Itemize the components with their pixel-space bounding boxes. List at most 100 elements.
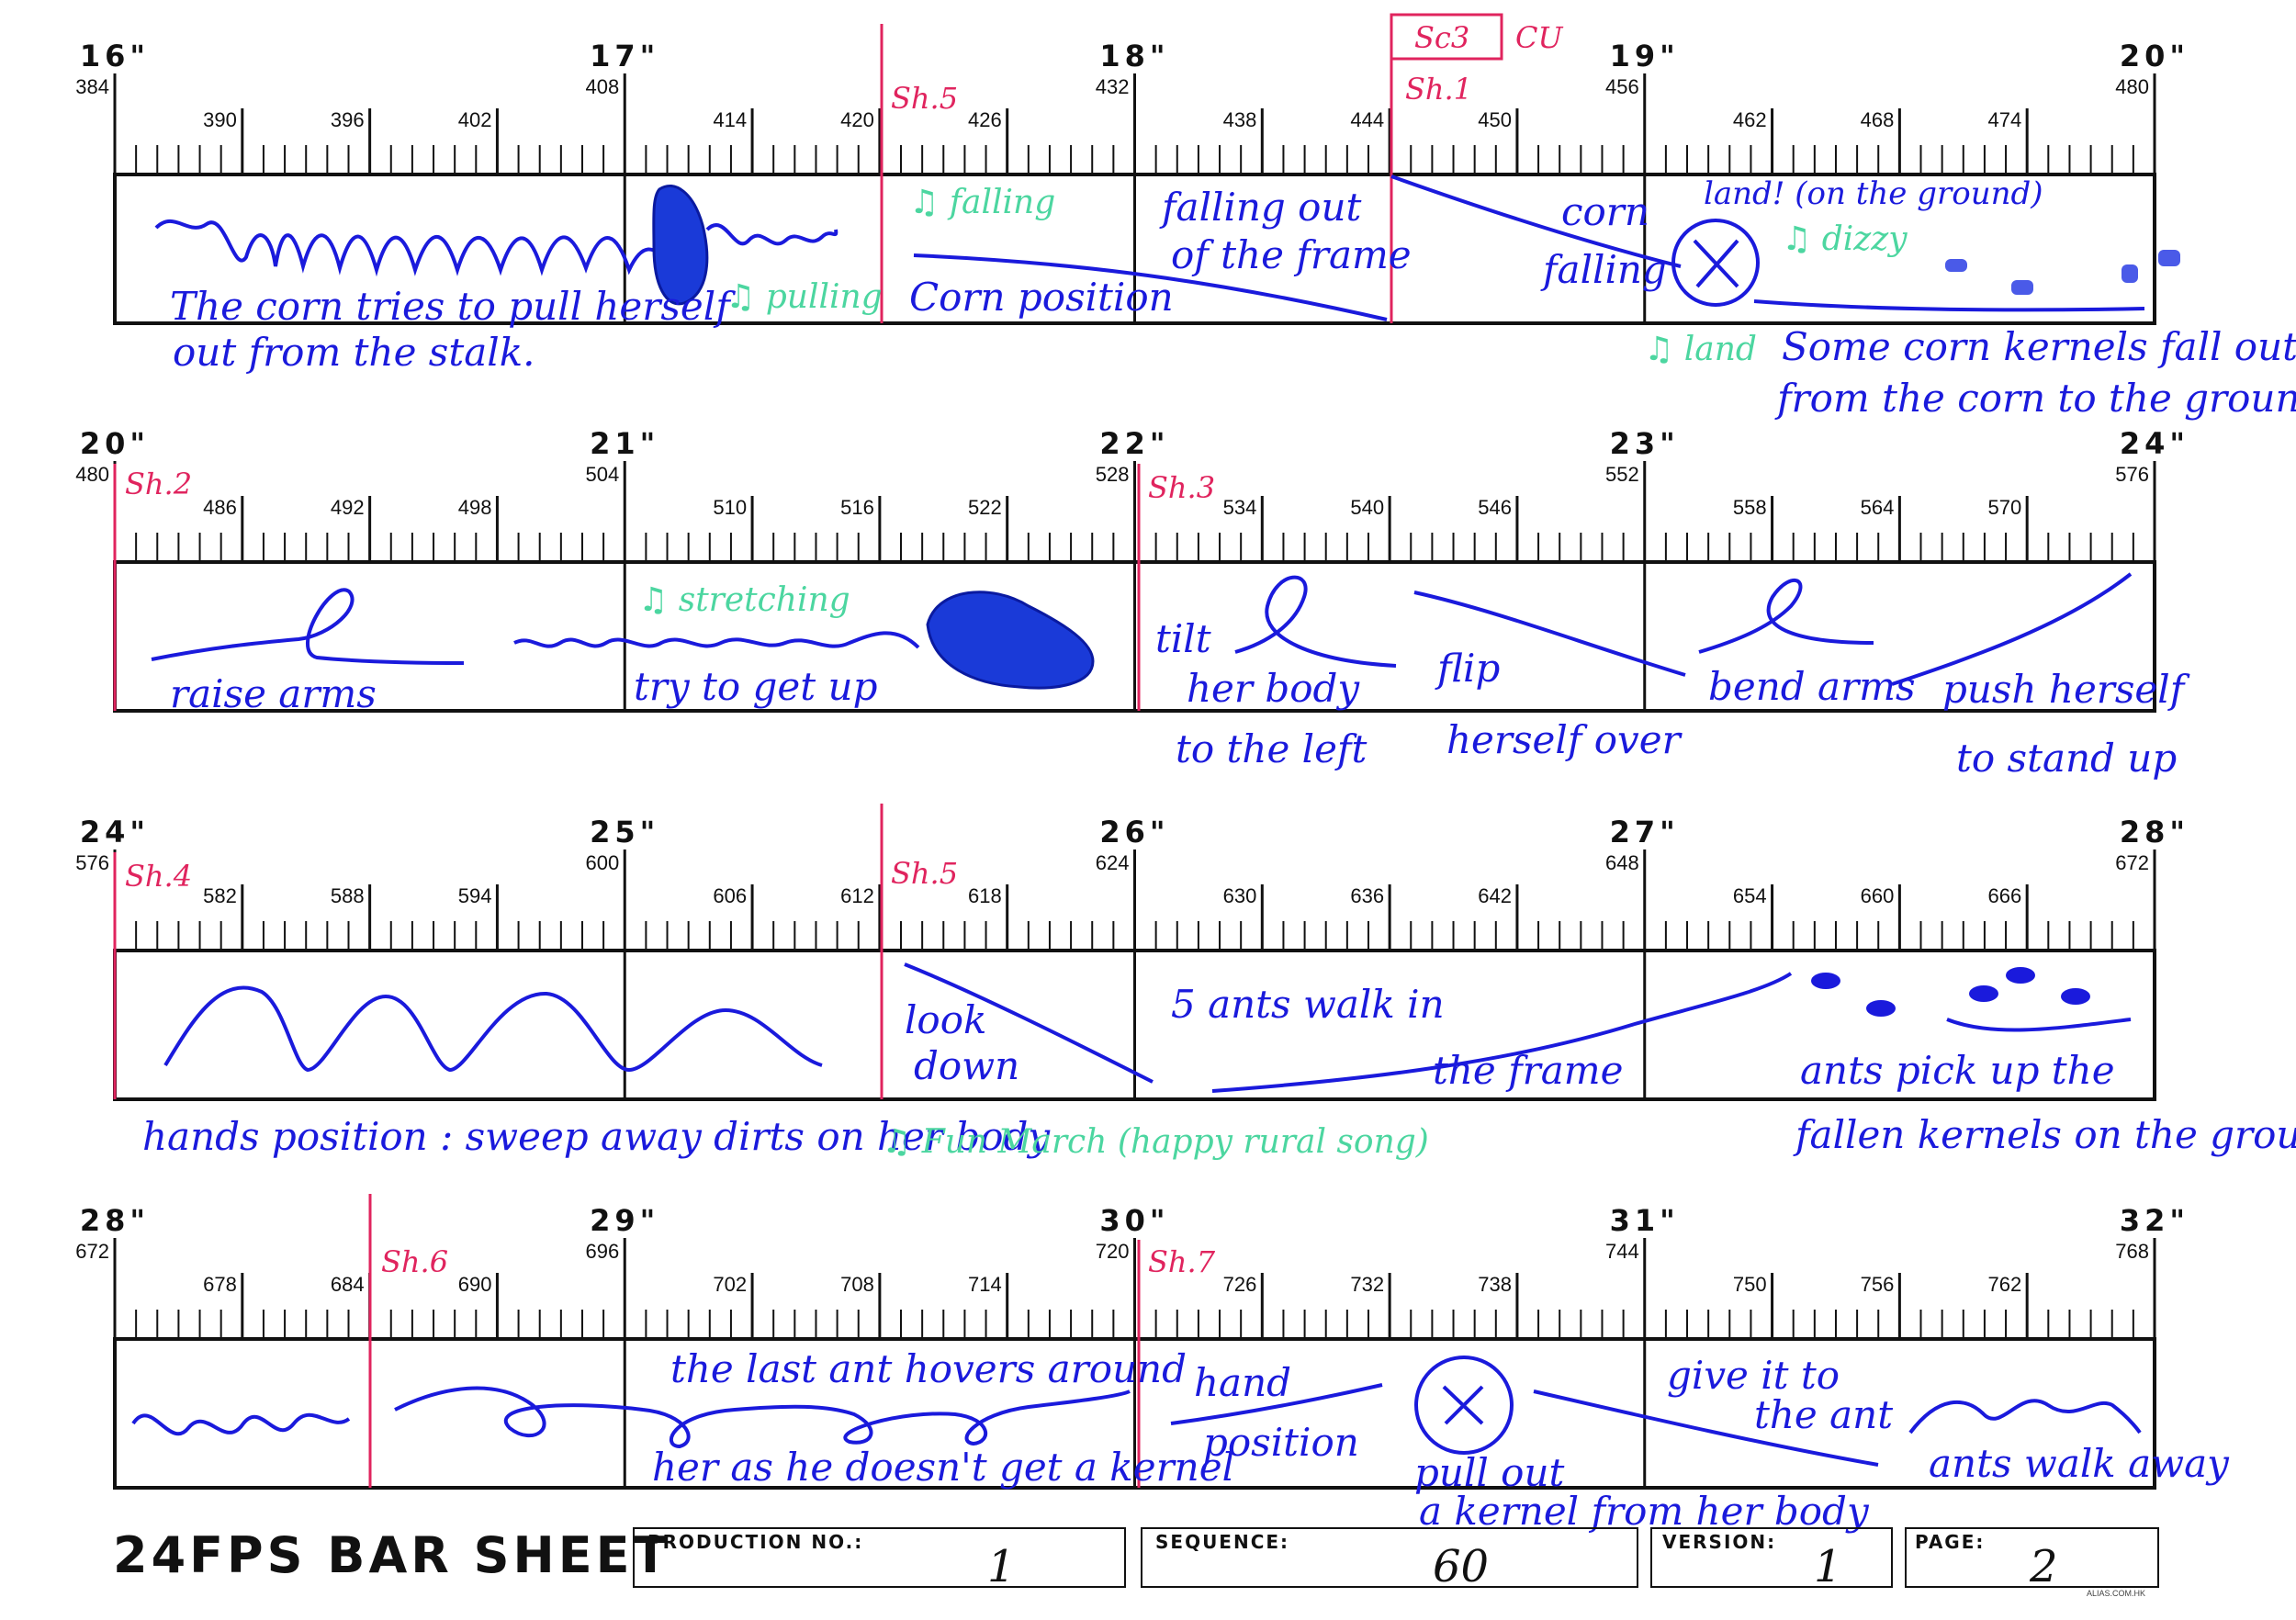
motion-curve (1533, 1389, 1879, 1467)
field-value-page: 2 (2029, 1541, 2058, 1592)
shot-label: Sh.3 (1148, 470, 1215, 505)
frame-number: 516 (840, 496, 874, 519)
note-ants-pick: ants pick up the (1800, 1048, 2115, 1093)
note-to-left: to the left (1176, 726, 1367, 771)
note-herself-over: herself over (1446, 717, 1683, 762)
second-label: 20" (2120, 39, 2189, 73)
note-fallen-kernels: fallen kernels on the ground (1793, 1112, 2296, 1157)
motion-curve (1698, 579, 1874, 654)
note-tilt: tilt (1155, 616, 1211, 661)
pull-wave (154, 219, 668, 277)
frame-number: 648 (1605, 851, 1639, 874)
second-label: 23" (1610, 426, 1680, 461)
frame-number: 720 (1096, 1240, 1130, 1263)
frame-number: 510 (713, 496, 747, 519)
note-hand: hand (1194, 1360, 1291, 1405)
motion-wave (513, 631, 920, 649)
frame-number: 534 (1223, 496, 1257, 519)
frame-number: 486 (203, 496, 237, 519)
second-label: 32" (2120, 1203, 2189, 1238)
note-ants-walk-in: 5 ants walk in (1171, 982, 1445, 1027)
row-1-notes: Sh.5 Sc3 CU Sh.1 The corn tries to pull … (154, 13, 2296, 421)
second-label: 28" (80, 1203, 150, 1238)
frame-number: 690 (458, 1273, 492, 1296)
note-the-ant: the ant (1754, 1392, 1893, 1437)
motion-curve (904, 962, 1154, 1084)
frame-number: 600 (586, 851, 620, 874)
frame-number: 618 (968, 884, 1002, 907)
frame-number: 576 (2115, 463, 2149, 486)
ants-drawing (1811, 967, 2090, 1017)
fall-line (1390, 174, 1682, 268)
note-corn: corn (1561, 189, 1649, 234)
ant-icon (2061, 988, 2090, 1005)
field-label-version: VERSION: (1662, 1531, 1776, 1553)
corn-character-drawing (926, 591, 1095, 690)
frame-number: 666 (1987, 884, 2021, 907)
shot-label: Sh.5 (891, 81, 958, 116)
frame-number: 462 (1733, 108, 1767, 131)
scene-label: Sc3 (1414, 20, 1469, 55)
note-a-kernel: a kernel from her body (1419, 1489, 1870, 1534)
note-her-body: her body (1187, 666, 1360, 711)
second-label: 24" (2120, 426, 2189, 461)
note-out-from: out from the stalk. (173, 330, 535, 375)
hover-loops (394, 1386, 1131, 1449)
frame-number: 738 (1478, 1273, 1512, 1296)
frame-number: 570 (1987, 496, 2021, 519)
second-label: 22" (1099, 426, 1169, 461)
note-falling-out: falling out (1159, 185, 1362, 230)
kernel-mark (1945, 259, 1967, 272)
frame-number: 492 (331, 496, 365, 519)
frame-number: 606 (713, 884, 747, 907)
second-label: 29" (590, 1203, 659, 1238)
note-raise-arms: raise arms (170, 671, 377, 716)
frame-number: 684 (331, 1273, 365, 1296)
field-box-sequence (1141, 1527, 1638, 1588)
frame-number: 426 (968, 108, 1002, 131)
motion-wave (131, 1412, 351, 1436)
note-corn-tries: The corn tries to pull herself (170, 284, 736, 329)
frame-number: 660 (1861, 884, 1895, 907)
shot-label: Sh.1 (1405, 72, 1472, 107)
second-label: 25" (590, 815, 659, 849)
fall-line (913, 253, 1388, 321)
frame-number: 444 (1350, 108, 1384, 131)
shot-label: Sh.4 (125, 859, 192, 894)
second-label: 31" (1610, 1203, 1680, 1238)
music-stretching: ♫ stretching (638, 581, 850, 619)
frame-number: 522 (968, 496, 1002, 519)
motion-curve (1891, 572, 2133, 686)
frame-number: 450 (1478, 108, 1512, 131)
kernel-mark (2122, 264, 2138, 283)
frame-number: 672 (75, 1240, 109, 1263)
note-hands-position: hands position : sweep away dirts on her… (142, 1114, 1051, 1159)
frame-number: 432 (1096, 75, 1130, 98)
kernel-mark (2158, 250, 2180, 266)
frame-number: 642 (1478, 884, 1512, 907)
frame-number: 582 (203, 884, 237, 907)
frame-number: 678 (203, 1273, 237, 1296)
second-label: 18" (1099, 39, 1169, 73)
note-try-get-up: try to get up (634, 664, 877, 709)
music-land: ♫ land (1644, 331, 1757, 368)
shot-label: Sh.2 (125, 467, 192, 501)
field-box-page (1905, 1527, 2159, 1588)
frame-number: 468 (1861, 108, 1895, 131)
note-ants-walk-away: ants walk away (1929, 1441, 2230, 1486)
ant-icon (2006, 967, 2035, 984)
frame-number: 498 (458, 496, 492, 519)
frame-number: 480 (75, 463, 109, 486)
row-4-notes: Sh.6 Sh.7 the last ant hovers around her… (131, 1194, 2230, 1534)
note-down: down (914, 1043, 1019, 1088)
shot-label: Sh.5 (891, 856, 958, 891)
ants-path (1211, 972, 1793, 1093)
hands-sweep-wave (163, 985, 823, 1073)
sheet-title: 24FPS BAR SHEET (113, 1526, 670, 1584)
second-label: 20" (80, 426, 150, 461)
pull-wave (705, 223, 838, 246)
motion-curve (1234, 575, 1397, 668)
ant-icon (1811, 973, 1840, 989)
impact-circle (1671, 219, 1760, 307)
second-label: 21" (590, 426, 659, 461)
